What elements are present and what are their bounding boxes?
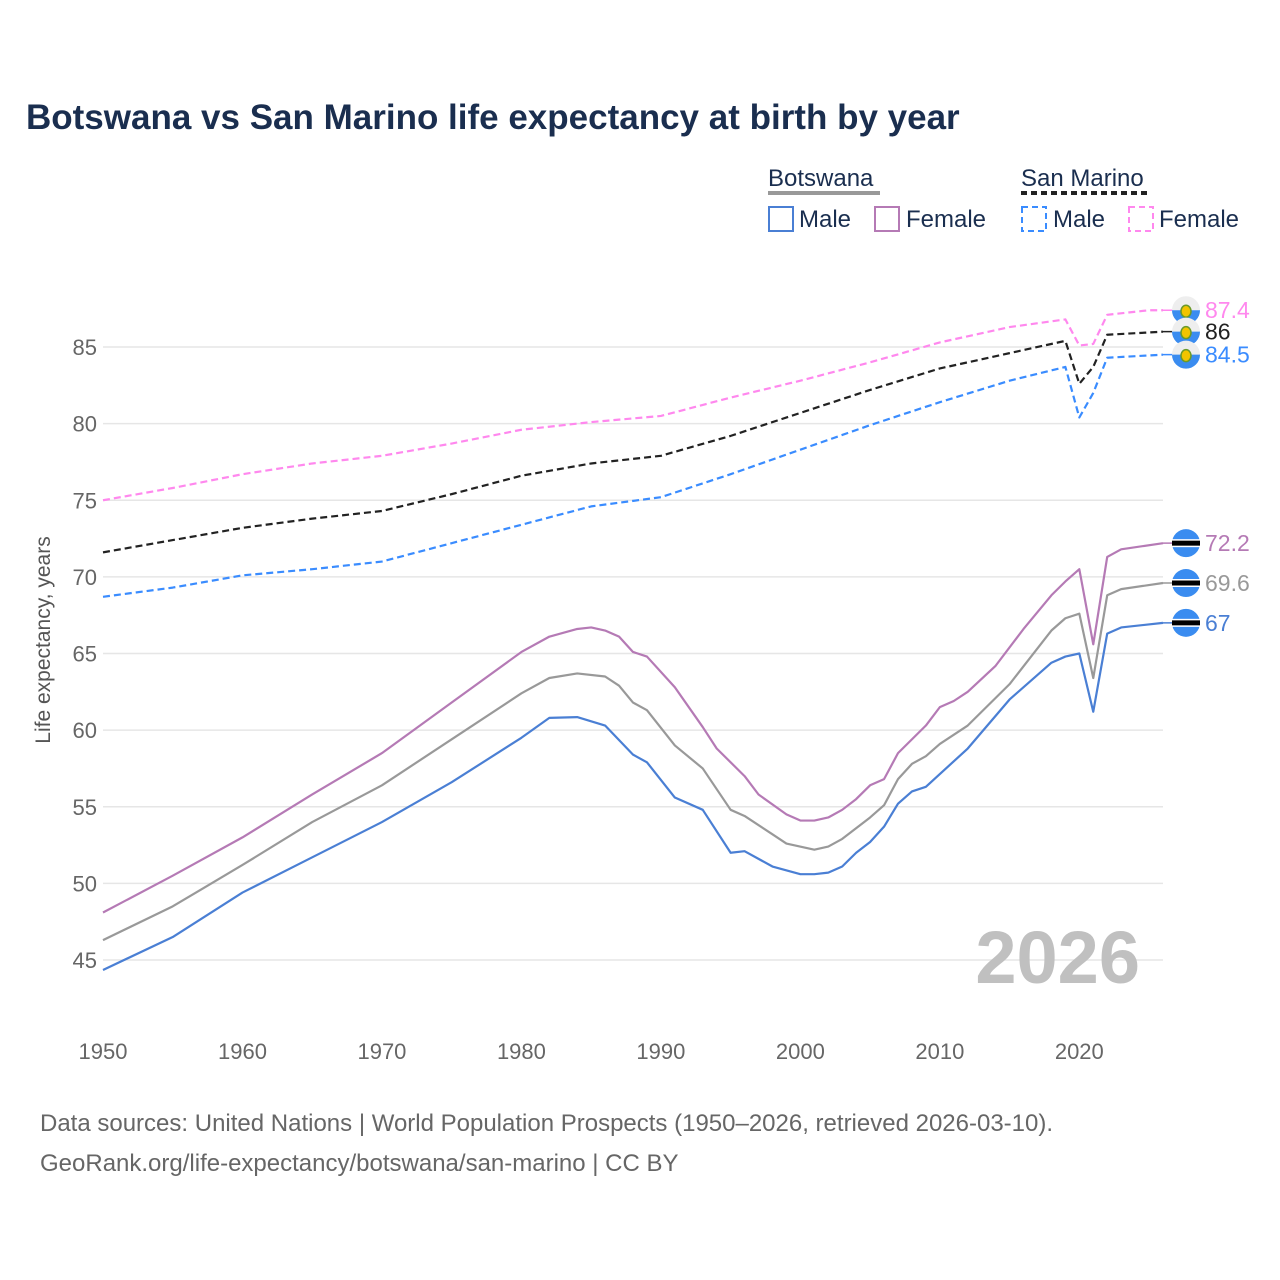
legend-label-san-marino-male: Male — [1053, 206, 1105, 233]
y-tick-label: 75 — [73, 488, 97, 513]
series-line-san-marino-female — [102, 309, 1163, 502]
year-watermark: 2026 — [975, 916, 1140, 999]
y-tick-label: 65 — [73, 642, 97, 667]
legend-swatch-botswana-male — [768, 206, 794, 232]
x-tick-label: 2010 — [915, 1039, 964, 1064]
legend-label-botswana-male: Male — [799, 206, 851, 233]
legend-group-san-marino: San Marino — [1021, 165, 1144, 192]
x-tick-label: 1980 — [497, 1039, 546, 1064]
x-tick-label: 1970 — [357, 1039, 406, 1064]
series-line-botswana — [102, 581, 1164, 942]
footer-attribution[interactable]: GeoRank.org/life-expectancy/botswana/san… — [40, 1150, 679, 1177]
legend-group-botswana: Botswana — [768, 165, 874, 192]
end-label-san-marino: 86 — [1205, 319, 1231, 345]
series-line-botswana-female — [102, 542, 1164, 914]
chart-title: Botswana vs San Marino life expectancy a… — [26, 98, 960, 137]
legend-swatch-san-marino-male — [1021, 206, 1047, 232]
y-tick-label: 55 — [73, 795, 97, 820]
legend: Botswana Male Female San Marino Male Fem… — [768, 165, 1239, 233]
legend-label-botswana-female: Female — [906, 206, 986, 233]
series-line-san-marino — [102, 330, 1164, 554]
y-tick-label: 45 — [73, 948, 97, 973]
end-label-botswana: 69.6 — [1205, 570, 1250, 596]
series-line-san-marino-male — [102, 353, 1164, 598]
flag-emblem — [1180, 325, 1192, 340]
y-tick-label: 70 — [73, 565, 97, 590]
y-tick-label: 50 — [73, 871, 97, 896]
flag-stripe — [1172, 620, 1200, 626]
x-tick-label: 1990 — [636, 1039, 685, 1064]
flag-emblem — [1180, 304, 1192, 318]
legend-swatch-san-marino-female — [1128, 206, 1154, 232]
end-label-san-marino-female: 87.4 — [1205, 297, 1250, 323]
end-label-san-marino-male: 84.5 — [1205, 342, 1250, 368]
flag-stripe — [1172, 540, 1200, 546]
y-tick-label: 85 — [73, 335, 97, 360]
x-tick-label: 2020 — [1055, 1039, 1104, 1064]
y-tick-label: 60 — [73, 718, 97, 743]
end-label-botswana-male: 67 — [1205, 610, 1231, 636]
footer-source: Data sources: United Nations | World Pop… — [40, 1110, 1053, 1137]
flag-stripe — [1172, 580, 1200, 586]
flag-emblem — [1180, 348, 1192, 363]
legend-swatch-botswana-female — [874, 206, 900, 232]
x-tick-label: 1950 — [79, 1039, 128, 1064]
y-tick-label: 80 — [73, 412, 97, 437]
end-label-botswana-female: 72.2 — [1205, 530, 1250, 556]
y-axis-label: Life expectancy, years — [32, 536, 55, 743]
legend-label-san-marino-female: Female — [1159, 206, 1239, 233]
x-tick-label: 1960 — [218, 1039, 267, 1064]
series-line-botswana-male — [102, 621, 1164, 971]
x-tick-label: 2000 — [776, 1039, 825, 1064]
